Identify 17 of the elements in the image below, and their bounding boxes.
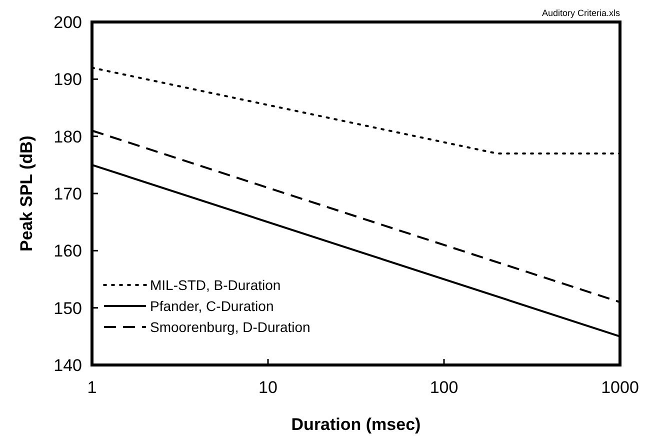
- legend-label: Pfander, C-Duration: [150, 298, 274, 314]
- x-tick-label: 1000: [601, 378, 639, 397]
- y-tick-label: 150: [54, 298, 82, 318]
- y-axis-title: Peak SPL (dB): [17, 136, 36, 252]
- y-tick-label: 140: [54, 356, 82, 375]
- legend-label: Smoorenburg, D-Duration: [150, 318, 310, 335]
- x-tick-label: 1: [87, 378, 97, 397]
- text: Auditory Criteria.xls: [542, 8, 620, 18]
- y-tick-label: 190: [54, 70, 82, 90]
- x-tick-label: 100: [430, 378, 458, 397]
- y-tick-label: 160: [54, 242, 82, 261]
- y-tick-label: 180: [54, 127, 82, 146]
- x-tick-label: 10: [258, 378, 278, 397]
- legend-label: MIL-STD, B-Duration: [150, 276, 281, 293]
- y-tick-label: 200: [54, 12, 82, 32]
- y-tick-label: 170: [54, 184, 82, 204]
- x-axis-title: Duration (msec): [291, 415, 421, 434]
